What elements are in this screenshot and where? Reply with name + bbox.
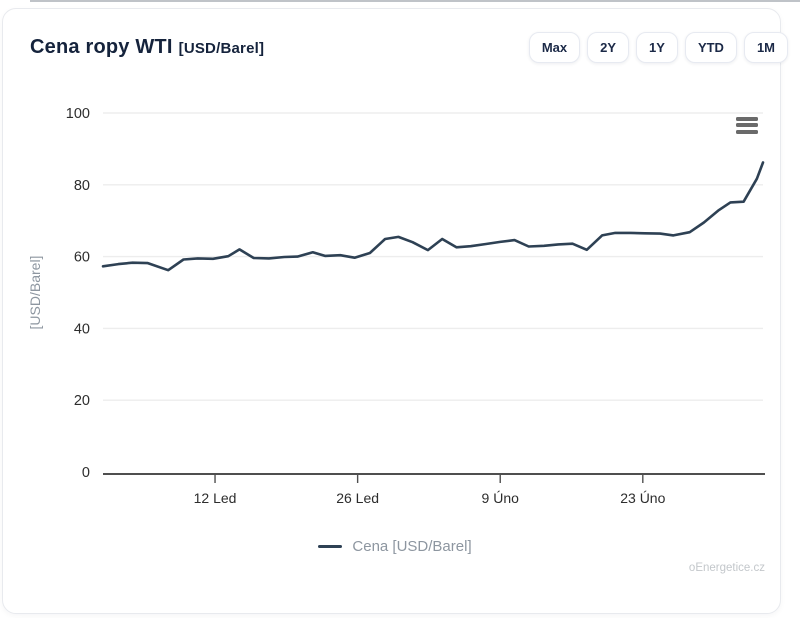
- range-button-1m[interactable]: 1M: [743, 31, 788, 63]
- y-axis-tick-label: 80: [74, 178, 90, 194]
- chart-title: Cena ropy WTI [USD/Barel]: [30, 36, 264, 59]
- x-axis-tick-label: 26 Led: [336, 490, 379, 506]
- y-axis-title: [USD/Barel]: [27, 256, 43, 330]
- y-axis-tick-label: 100: [66, 106, 90, 122]
- y-axis-tick-label: 20: [74, 393, 90, 409]
- range-button-2y[interactable]: 2Y: [587, 31, 630, 63]
- range-button-1y[interactable]: 1Y: [636, 31, 678, 63]
- chart-title-text: Cena ropy WTI: [30, 35, 173, 58]
- chart-card: [2, 8, 781, 614]
- x-axis-tick-label: 12 Led: [194, 490, 237, 506]
- hamburger-menu-icon: [736, 116, 758, 121]
- x-axis-tick-label: 23 Úno: [620, 490, 665, 506]
- chart-context-menu-button[interactable]: [733, 112, 761, 138]
- range-selector: Max 2Y 1Y YTD 1M: [528, 31, 788, 63]
- price-line: [101, 161, 765, 272]
- chart-title-unit: [USD/Barel]: [178, 39, 265, 57]
- legend-item[interactable]: Cena [USD/Barel]: [0, 538, 790, 555]
- card-header: Cena ropy WTI [USD/Barel] Max 2Y 1Y YTD 1…: [30, 30, 788, 64]
- legend-label: Cena [USD/Barel]: [352, 538, 472, 555]
- y-axis-tick-label: 0: [82, 465, 90, 481]
- range-button-max[interactable]: Max: [528, 31, 581, 63]
- top-divider: [30, 0, 800, 2]
- legend-line-marker: [318, 544, 343, 549]
- watermark: oEnergetice.cz: [688, 562, 765, 574]
- y-axis-tick-label: 60: [74, 250, 90, 266]
- y-axis-tick-label: 40: [74, 321, 90, 337]
- range-button-ytd[interactable]: YTD: [684, 31, 737, 63]
- x-axis-tick-label: 9 Úno: [482, 490, 520, 506]
